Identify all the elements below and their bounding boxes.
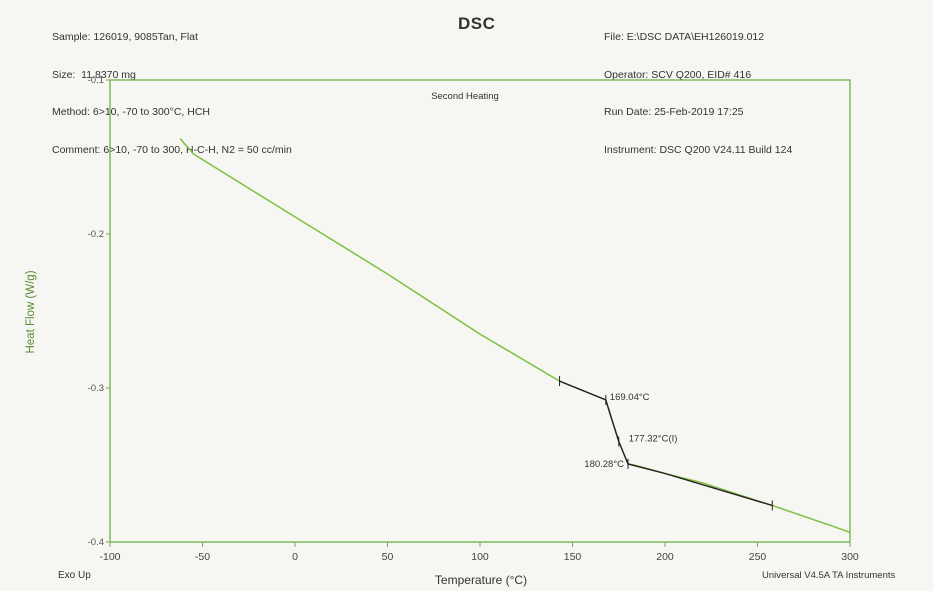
- marker-layer: [559, 376, 773, 511]
- x-axis-title: Temperature (°C): [435, 573, 527, 587]
- chart-subtitle: Second Heating: [431, 91, 499, 102]
- y-tick-label: -0.4: [88, 537, 104, 548]
- y-axis-ticks: -0.1 -0.2 -0.3 -0.4: [88, 75, 110, 548]
- x-tick-label: 0: [292, 551, 298, 563]
- exo-up-label: Exo Up: [58, 570, 91, 581]
- y-tick-label: -0.1: [88, 75, 104, 86]
- temperature-annotation: 177.32°C(I): [629, 434, 678, 445]
- temperature-annotation: 169.04°C: [610, 392, 650, 403]
- run-date-line: Run Date: 25-Feb-2019 17:25: [604, 106, 744, 118]
- y-axis-title: Heat Flow (W/g): [25, 270, 37, 353]
- file-line: File: E:\DSC DATA\EH126019.012: [604, 31, 765, 43]
- operator-line: Operator: SCV Q200, EID# 416: [604, 68, 752, 81]
- x-tick-label: 100: [471, 551, 489, 563]
- sample-info-block: Sample: 126019, 9085Tan, Flat Size: 11.8…: [52, 6, 292, 169]
- annotation-layer: 169.04°C 177.32°C(I) 180.28°C: [584, 392, 677, 470]
- method-line: Method: 6>10, -70 to 300°C, HCH: [52, 106, 210, 118]
- x-tick-label: 250: [749, 551, 767, 563]
- heat-flow-curve: [179, 138, 607, 401]
- x-axis-ticks: -100 -50 0 50 100 150 200 250 300: [99, 542, 859, 563]
- chart-title: DSC: [458, 14, 496, 33]
- heat-flow-curve: [605, 399, 851, 534]
- analysis-line: [559, 380, 773, 507]
- x-tick-label: 300: [841, 551, 859, 563]
- temperature-annotation: 180.28°C: [584, 459, 624, 470]
- plot-frame: [109, 79, 851, 543]
- series-layer: [179, 138, 851, 534]
- instrument-line: Instrument: DSC Q200 V24.11 Build 124: [604, 143, 793, 156]
- software-version-label: Universal V4.5A TA Instruments: [762, 570, 896, 581]
- y-tick-label: -0.3: [88, 383, 104, 394]
- x-tick-label: 50: [382, 551, 394, 563]
- x-tick-label: -100: [99, 551, 120, 563]
- y-tick-label: -0.2: [88, 229, 104, 240]
- size-line: Size: 11.8370 mg: [52, 68, 136, 81]
- sample-line: Sample: 126019, 9085Tan, Flat: [52, 31, 198, 43]
- x-tick-label: 150: [564, 551, 582, 563]
- x-tick-label: 200: [656, 551, 674, 563]
- x-tick-label: -50: [195, 551, 210, 563]
- run-info-block: File: E:\DSC DATA\EH126019.012 Operator:…: [604, 6, 792, 169]
